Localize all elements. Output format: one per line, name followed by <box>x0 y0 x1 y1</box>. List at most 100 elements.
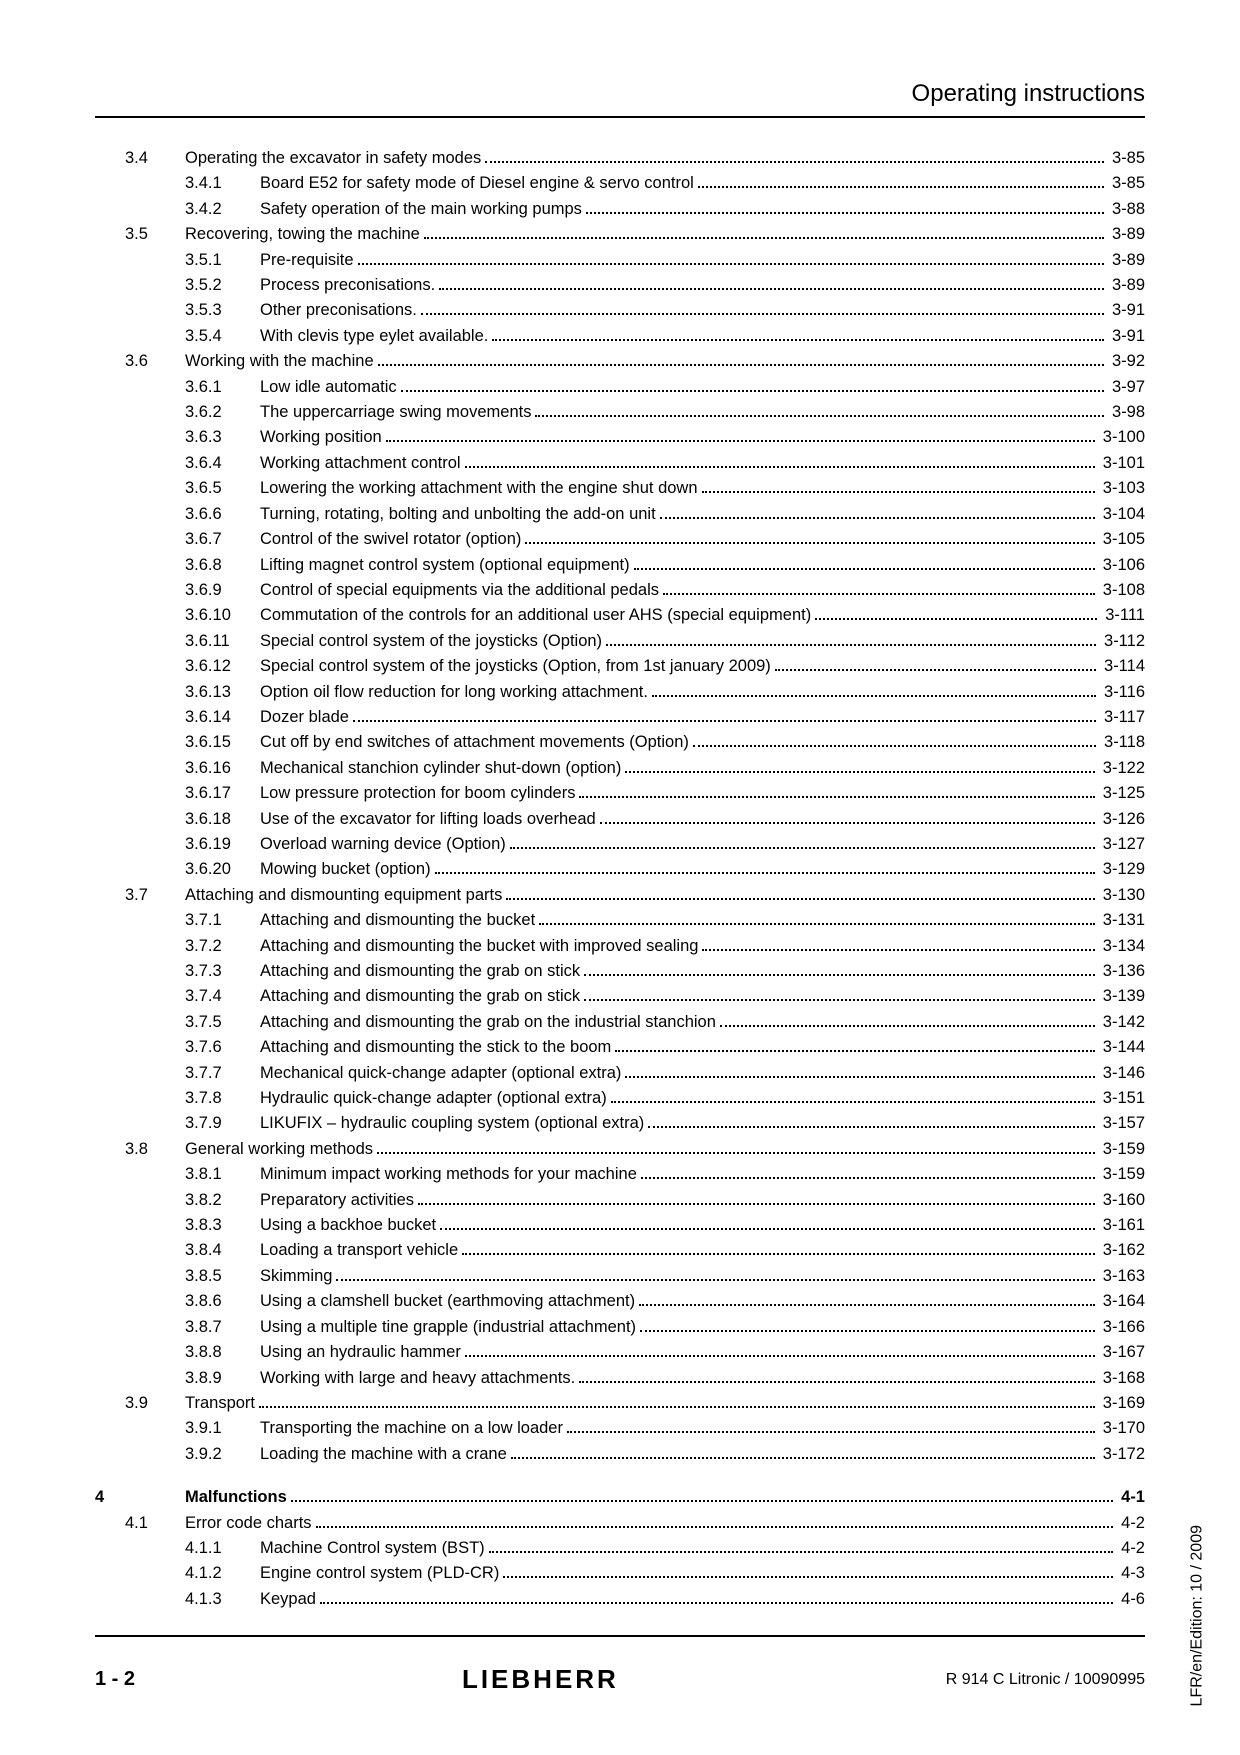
toc-sub-num: 3.6.4 <box>185 451 260 476</box>
toc-leader-dots <box>485 149 1104 163</box>
toc-title: Preparatory activities <box>260 1188 414 1213</box>
toc-row: 3.8General working methods3-159 <box>95 1137 1145 1162</box>
toc-page: 3-169 <box>1099 1391 1145 1416</box>
toc-leader-dots <box>584 987 1095 1001</box>
toc-page: 3-159 <box>1099 1137 1145 1162</box>
toc-page: 3-105 <box>1099 527 1145 552</box>
toc-sub-num: 3.7.5 <box>185 1010 260 1035</box>
toc-leader-dots <box>439 276 1104 290</box>
toc-title: Engine control system (PLD-CR) <box>260 1561 499 1586</box>
toc-page: 3-136 <box>1099 959 1145 984</box>
toc-row: 3.6.1Low idle automatic3-97 <box>95 375 1145 400</box>
toc-sub-num: 4.1.1 <box>185 1536 260 1561</box>
toc-sub-num: 3.6.20 <box>185 857 260 882</box>
toc-sub-num: 3.6.19 <box>185 832 260 857</box>
toc-leader-dots <box>377 1140 1095 1154</box>
toc-page: 3-116 <box>1100 680 1145 705</box>
toc-title: Transporting the machine on a low loader <box>260 1416 563 1441</box>
toc-row: 3.8.2Preparatory activities3-160 <box>95 1188 1145 1213</box>
toc-leader-dots <box>625 1064 1094 1078</box>
toc-leader-dots <box>539 911 1095 925</box>
toc-page: 3-108 <box>1099 578 1145 603</box>
toc-page: 4-3 <box>1117 1561 1145 1586</box>
toc-page: 3-163 <box>1099 1264 1145 1289</box>
toc-page: 4-6 <box>1117 1587 1145 1612</box>
toc-sub-num: 3.6.1 <box>185 375 260 400</box>
toc-sub-num: 3.7.1 <box>185 908 260 933</box>
brand-logo-text: LIEBHERR <box>462 1664 619 1695</box>
toc-leader-dots <box>639 1292 1095 1306</box>
toc-page: 4-1 <box>1117 1485 1145 1510</box>
toc-row: 3.6.13Option oil flow reduction for long… <box>95 680 1145 705</box>
toc-leader-dots <box>634 555 1095 569</box>
toc-leader-dots <box>462 1241 1095 1255</box>
toc-sub-num: 3.5.1 <box>185 248 260 273</box>
toc-page: 3-131 <box>1099 908 1145 933</box>
toc-title: Loading a transport vehicle <box>260 1238 458 1263</box>
toc-leader-dots <box>815 606 1097 620</box>
toc-sub-num: 3.6.14 <box>185 705 260 730</box>
toc-page: 4-2 <box>1117 1511 1145 1536</box>
toc-sub-num: 3.4.1 <box>185 171 260 196</box>
toc-row: 3.8.5Skimming3-163 <box>95 1264 1145 1289</box>
toc-page: 3-101 <box>1099 451 1145 476</box>
toc-row: 3.6.12Special control system of the joys… <box>95 654 1145 679</box>
toc-leader-dots <box>693 733 1096 747</box>
toc-page: 3-89 <box>1108 222 1145 247</box>
toc-title: Attaching and dismounting the bucket <box>260 908 535 933</box>
toc-row: 3.7.1Attaching and dismounting the bucke… <box>95 908 1145 933</box>
toc-row: 3.6.19Overload warning device (Option)3-… <box>95 832 1145 857</box>
toc-sub-num: 3.7.2 <box>185 934 260 959</box>
toc-sub-num: 3.6.2 <box>185 400 260 425</box>
toc-page: 3-139 <box>1099 984 1145 1009</box>
toc-section-num: 3.9 <box>125 1391 185 1416</box>
toc-row: 3.6.20Mowing bucket (option)3-129 <box>95 857 1145 882</box>
toc-leader-dots <box>386 428 1095 442</box>
toc-row: 3.7.2Attaching and dismounting the bucke… <box>95 934 1145 959</box>
toc-page: 3-88 <box>1108 197 1145 222</box>
toc-row: 4Malfunctions4-1 <box>95 1485 1145 1510</box>
toc-sub-num: 3.7.6 <box>185 1035 260 1060</box>
toc-leader-dots <box>615 1038 1095 1052</box>
toc-title: Use of the excavator for lifting loads o… <box>260 807 596 832</box>
toc-page: 3-142 <box>1099 1010 1145 1035</box>
toc-sub-num: 3.6.6 <box>185 502 260 527</box>
toc-title: Using a multiple tine grapple (industria… <box>260 1315 636 1340</box>
toc-sub-num: 3.8.8 <box>185 1340 260 1365</box>
toc-page: 4-2 <box>1117 1536 1145 1561</box>
toc-sub-num: 4.1.3 <box>185 1587 260 1612</box>
toc-leader-dots <box>511 1445 1095 1459</box>
toc-page: 3-85 <box>1108 146 1145 171</box>
toc-row: 4.1Error code charts4-2 <box>95 1511 1145 1536</box>
toc-leader-dots <box>611 1089 1095 1103</box>
toc-page: 3-89 <box>1108 273 1145 298</box>
toc-sub-num: 3.8.6 <box>185 1289 260 1314</box>
toc-sub-num: 3.6.18 <box>185 807 260 832</box>
toc-row: 3.7.4Attaching and dismounting the grab … <box>95 984 1145 1009</box>
toc-section-num: 3.6 <box>125 349 185 374</box>
toc-row: 3.5Recovering, towing the machine3-89 <box>95 222 1145 247</box>
toc-page: 3-170 <box>1099 1416 1145 1441</box>
toc-sub-num: 3.6.13 <box>185 680 260 705</box>
toc-title: Option oil flow reduction for long worki… <box>260 680 648 705</box>
toc-page: 3-127 <box>1099 832 1145 857</box>
toc-sub-num: 3.4.2 <box>185 197 260 222</box>
toc-leader-dots <box>353 708 1096 722</box>
toc-row: 3.6.18Use of the excavator for lifting l… <box>95 807 1145 832</box>
toc-page: 3-167 <box>1099 1340 1145 1365</box>
toc-row: 3.5.1Pre-requisite3-89 <box>95 248 1145 273</box>
toc-row: 3.8.7Using a multiple tine grapple (indu… <box>95 1315 1145 1340</box>
toc-title: Dozer blade <box>260 705 349 730</box>
toc-section-num: 3.4 <box>125 146 185 171</box>
toc-page: 3-112 <box>1100 629 1145 654</box>
toc-page: 3-91 <box>1108 324 1145 349</box>
toc-title: Mechanical stanchion cylinder shut-down … <box>260 756 621 781</box>
toc-page: 3-129 <box>1099 857 1145 882</box>
toc-page: 3-106 <box>1099 553 1145 578</box>
toc-title: Low pressure protection for boom cylinde… <box>260 781 575 806</box>
toc-page: 3-118 <box>1100 730 1145 755</box>
toc-row: 3.7.7Mechanical quick-change adapter (op… <box>95 1061 1145 1086</box>
toc-leader-dots <box>418 1191 1095 1205</box>
toc-sub-num: 3.7.9 <box>185 1111 260 1136</box>
toc-row: 3.9Transport3-169 <box>95 1391 1145 1416</box>
